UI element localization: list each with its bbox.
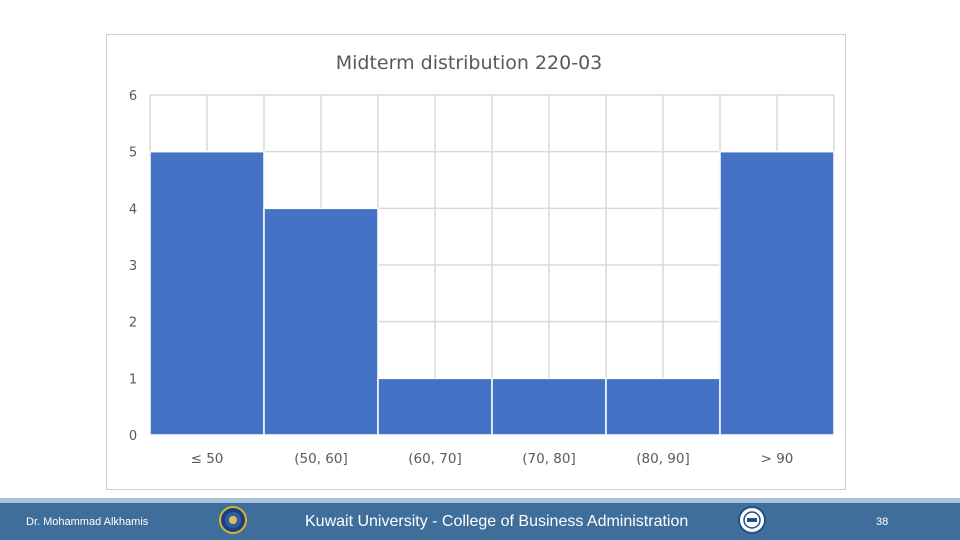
university-seal-icon	[219, 506, 247, 534]
footer-stripe	[0, 498, 960, 503]
footer-bar: Dr. Mohammad Alkhamis Kuwait University …	[0, 498, 960, 540]
page-number: 38	[876, 516, 889, 528]
y-tick-label: 6	[129, 89, 137, 104]
y-tick-label: 3	[129, 259, 137, 274]
x-tick-label: (80, 90]	[636, 451, 689, 467]
y-tick-label: 2	[129, 316, 137, 331]
accreditation-seal-icon	[738, 506, 766, 534]
footer-institution: Kuwait University - College of Business …	[305, 513, 689, 530]
bar	[491, 377, 607, 436]
x-tick-label: > 90	[761, 451, 794, 467]
y-tick-label: 0	[129, 429, 137, 444]
x-tick-label: (50, 60]	[294, 451, 347, 467]
chart-title: Midterm distribution 220-03	[336, 52, 603, 74]
y-tick-label: 5	[129, 146, 137, 161]
chart-frame: Midterm distribution 220-03 0 1 2 3 4 5 6 ≤ 50…	[106, 34, 846, 490]
x-axis-ticks: ≤ 50 (50, 60] (60, 70] (70, 80] (80, 90] > 90	[191, 451, 794, 467]
bar	[719, 150, 835, 436]
y-axis-ticks: 0 1 2 3 4 5 6	[129, 89, 137, 444]
x-tick-label: (60, 70]	[408, 451, 461, 467]
footer-author: Dr. Mohammad Alkhamis	[26, 516, 149, 528]
x-tick-label: ≤ 50	[191, 451, 224, 467]
y-tick-label: 1	[129, 372, 137, 387]
bar	[605, 377, 721, 436]
bar	[377, 377, 493, 436]
histogram-chart: Midterm distribution 220-03 0 1 2 3 4 5 6 ≤ 50…	[129, 52, 835, 467]
bars	[149, 150, 835, 436]
x-tick-label: (70, 80]	[522, 451, 575, 467]
y-tick-label: 4	[129, 202, 137, 217]
bar	[149, 150, 265, 436]
bar	[263, 207, 379, 436]
